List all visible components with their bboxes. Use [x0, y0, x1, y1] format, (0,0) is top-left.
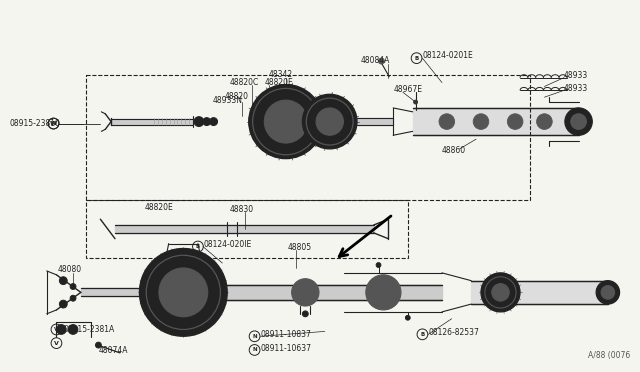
Circle shape	[439, 114, 454, 129]
Text: 48820E: 48820E	[144, 203, 173, 212]
Text: V: V	[54, 327, 59, 332]
Text: 48830: 48830	[229, 205, 253, 214]
Circle shape	[203, 118, 211, 125]
Text: 48084A: 48084A	[361, 55, 390, 65]
Circle shape	[316, 108, 344, 135]
Circle shape	[95, 342, 101, 348]
Text: 48074A: 48074A	[99, 346, 128, 355]
Circle shape	[264, 100, 307, 143]
Circle shape	[302, 94, 357, 149]
Circle shape	[70, 283, 76, 289]
Circle shape	[481, 273, 520, 312]
Text: 48933N: 48933N	[212, 96, 243, 105]
Text: 48967E: 48967E	[393, 85, 422, 94]
Text: 08126-82537: 08126-82537	[428, 328, 479, 337]
Text: A/88 (0076: A/88 (0076	[588, 351, 630, 360]
Circle shape	[366, 275, 401, 310]
Text: 48933: 48933	[564, 71, 588, 80]
Text: 48860: 48860	[442, 146, 466, 155]
Circle shape	[508, 114, 523, 129]
Text: 48805: 48805	[288, 243, 312, 252]
Text: 48820C: 48820C	[229, 78, 259, 87]
Circle shape	[374, 283, 393, 302]
Text: 08915-2381A: 08915-2381A	[63, 325, 115, 334]
Circle shape	[492, 283, 509, 301]
Circle shape	[473, 114, 489, 129]
Circle shape	[68, 325, 78, 334]
Text: B: B	[196, 244, 200, 249]
Circle shape	[413, 100, 417, 104]
Text: 08124-0201E: 08124-0201E	[422, 51, 473, 60]
Text: 48820E: 48820E	[264, 78, 293, 87]
Circle shape	[249, 84, 323, 159]
Circle shape	[536, 114, 552, 129]
Circle shape	[571, 114, 586, 129]
Text: 48342: 48342	[268, 70, 292, 79]
Circle shape	[565, 108, 592, 135]
Bar	[86, 75, 530, 200]
Text: 08911-10637: 08911-10637	[260, 343, 312, 353]
Text: 08911-10837: 08911-10837	[260, 330, 311, 339]
Text: W: W	[50, 121, 57, 126]
Text: W: W	[51, 121, 56, 126]
Circle shape	[298, 285, 313, 300]
Text: 48933: 48933	[564, 84, 588, 93]
Text: 08915-23810: 08915-23810	[10, 119, 61, 128]
Circle shape	[140, 248, 227, 336]
Bar	[86, 200, 408, 258]
Circle shape	[601, 286, 614, 299]
Circle shape	[56, 325, 66, 334]
Circle shape	[302, 311, 308, 317]
Circle shape	[405, 315, 410, 320]
Circle shape	[60, 300, 67, 308]
Text: V: V	[54, 341, 59, 346]
Circle shape	[159, 268, 208, 317]
Text: N: N	[252, 334, 257, 339]
Circle shape	[376, 263, 381, 267]
Text: 08124-020IE: 08124-020IE	[204, 240, 252, 249]
Text: B: B	[415, 56, 419, 61]
Text: B: B	[420, 332, 424, 337]
Circle shape	[596, 280, 620, 304]
Circle shape	[210, 118, 218, 125]
Circle shape	[378, 58, 385, 64]
Text: 48820: 48820	[224, 92, 248, 101]
Circle shape	[194, 117, 204, 126]
Text: N: N	[252, 347, 257, 352]
Text: 48080: 48080	[58, 266, 81, 275]
Circle shape	[70, 295, 76, 301]
Circle shape	[292, 279, 319, 306]
Circle shape	[60, 277, 67, 285]
